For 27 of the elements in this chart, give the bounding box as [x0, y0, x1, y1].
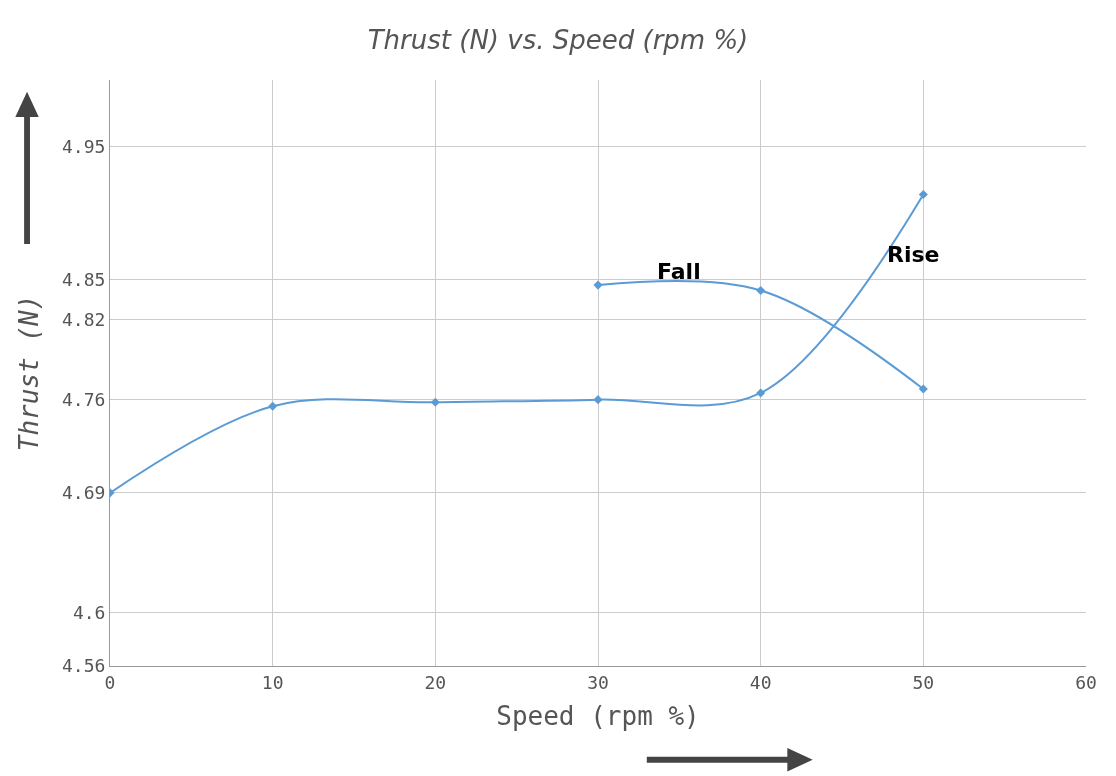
x-tick-label: 50 — [912, 671, 935, 693]
chart-title: Thrust (N) vs. Speed (rpm %) — [367, 25, 749, 56]
y-tick-label: 4.82 — [62, 309, 106, 331]
point — [756, 388, 766, 398]
x-tick-label: 20 — [424, 671, 447, 693]
y-tick-label: 4.85 — [62, 269, 106, 291]
x-tick-label: 60 — [1075, 671, 1097, 693]
y-tick-label: 4.56 — [62, 655, 106, 677]
point — [593, 395, 603, 405]
x-tick-label: 30 — [587, 671, 609, 693]
point — [430, 397, 440, 407]
y-tick-label: 4.95 — [62, 135, 106, 157]
y-tick-label: 4.76 — [62, 388, 106, 410]
y-tick-label: 4.6 — [72, 602, 106, 624]
point — [593, 280, 603, 290]
series-label: Fall — [657, 259, 701, 284]
point — [268, 401, 278, 411]
x-tick-label: 0 — [104, 671, 116, 693]
series-label: Rise — [887, 242, 940, 267]
x-axis-title: Speed (rpm %) — [496, 701, 700, 732]
point — [918, 384, 928, 394]
point — [756, 285, 766, 295]
y-axis-title: Thrust (N) — [14, 294, 45, 452]
point — [918, 189, 928, 200]
y-tick-label: 4.69 — [62, 482, 106, 504]
x-tick-label: 10 — [261, 671, 284, 693]
x-tick-label: 40 — [749, 671, 772, 693]
